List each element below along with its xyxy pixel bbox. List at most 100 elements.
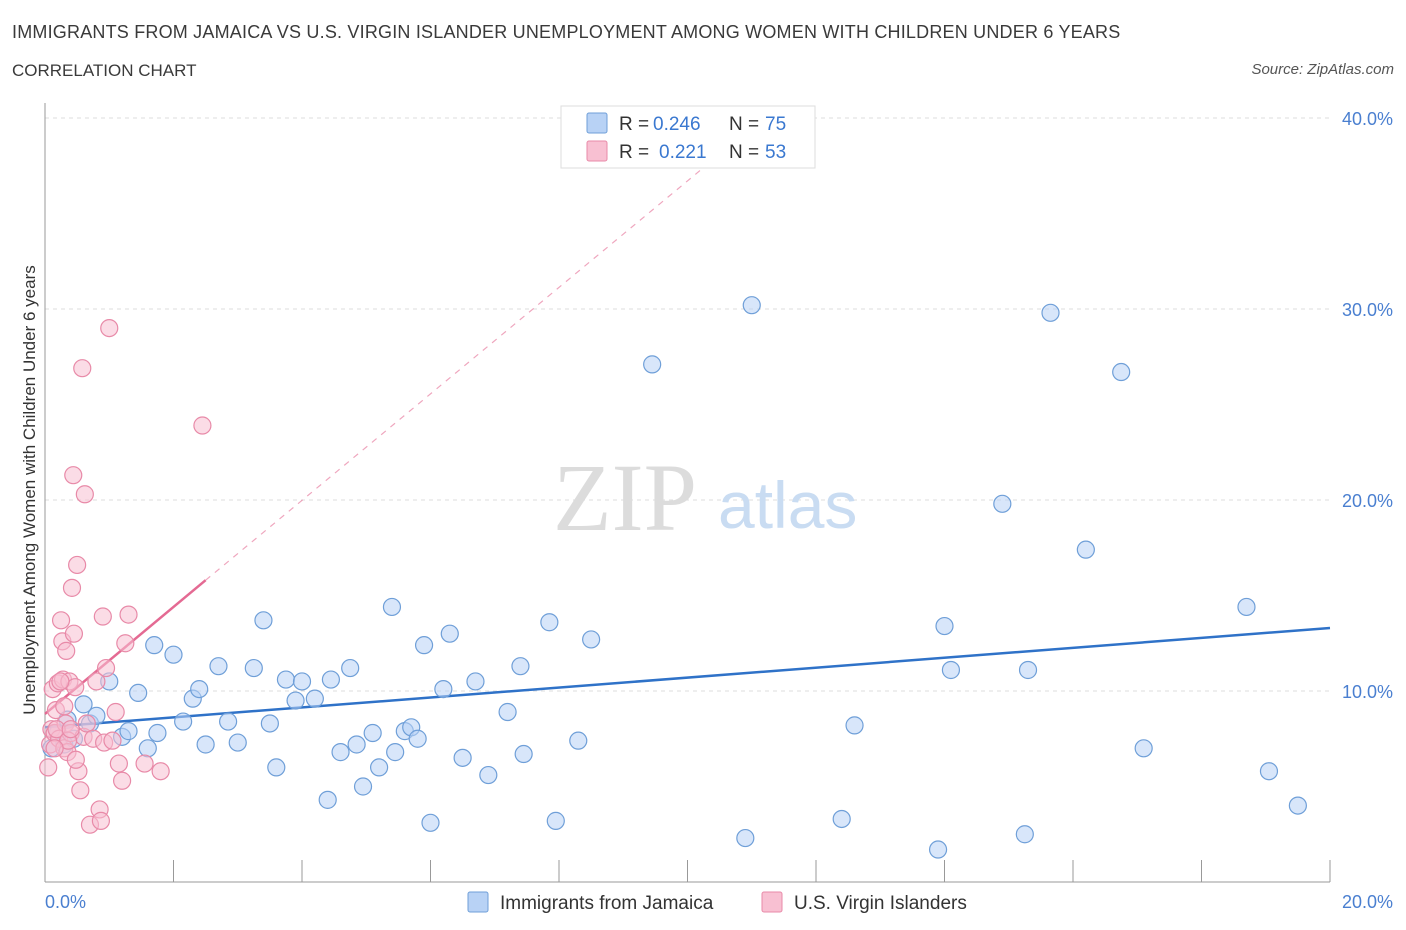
jamaica-point-69 xyxy=(1041,303,1060,322)
chart-subtitle: CORRELATION CHART xyxy=(12,61,197,80)
jamaica-point-43 xyxy=(408,729,427,748)
jamaica-point-35 xyxy=(347,735,366,754)
jamaica-point-25 xyxy=(260,714,279,733)
jamaica-point-58 xyxy=(643,355,662,374)
jamaica-point-66 xyxy=(993,494,1012,513)
jamaica-point-31 xyxy=(318,790,337,809)
legend-swatch-blue xyxy=(586,112,608,134)
virgin-islanders-point-33 xyxy=(93,607,112,626)
virgin-islanders-point-43 xyxy=(135,754,154,773)
data-points xyxy=(39,296,1307,859)
virgin-islanders-point-40 xyxy=(112,771,132,790)
jamaica-trend-line xyxy=(44,626,1331,729)
y-tick-label-3: 40.0% xyxy=(1342,109,1393,129)
jamaica-point-62 xyxy=(845,716,864,735)
legend-series-label-virgin-islanders: U.S. Virgin Islanders xyxy=(794,893,967,914)
jamaica-point-27 xyxy=(276,670,296,689)
jamaica-point-29 xyxy=(292,672,312,691)
legend-swatch-pink xyxy=(586,140,608,162)
legend-r-label-2: R = xyxy=(619,142,649,163)
jamaica-point-61 xyxy=(832,809,851,829)
jamaica-point-46 xyxy=(434,679,453,699)
legend-r-label-1: R = xyxy=(619,114,649,135)
jamaica-point-49 xyxy=(466,672,485,691)
virgin-islanders-point-27 xyxy=(77,714,96,733)
jamaica-point-70 xyxy=(1076,540,1095,559)
jamaica-point-18 xyxy=(190,679,209,699)
x-tick-labels: 0.0% 20.0% xyxy=(45,892,1393,912)
x-tick-label-1: 20.0% xyxy=(1342,892,1393,912)
y-axis-title: Unemployment Among Women with Children U… xyxy=(20,265,39,714)
virgin-islanders-point-0 xyxy=(39,758,58,777)
legend-series: Immigrants from Jamaica U.S. Virgin Isla… xyxy=(467,891,967,914)
trend-lines xyxy=(44,153,1331,729)
jamaica-point-37 xyxy=(363,723,382,743)
jamaica-point-44 xyxy=(414,636,434,655)
jamaica-point-52 xyxy=(511,657,530,676)
jamaica-point-38 xyxy=(370,758,389,777)
virgin-islanders-point-51 xyxy=(55,697,74,716)
jamaica-point-51 xyxy=(498,702,517,722)
jamaica-point-63 xyxy=(928,840,948,859)
jamaica-point-23 xyxy=(244,658,263,678)
jamaica-point-45 xyxy=(421,813,440,832)
virgin-islanders-point-23 xyxy=(71,781,90,800)
virgin-islanders-point-38 xyxy=(106,702,125,722)
virgin-islanders-point-32 xyxy=(91,811,110,830)
jamaica-point-48 xyxy=(453,748,472,767)
jamaica-point-60 xyxy=(742,296,761,315)
jamaica-point-47 xyxy=(440,624,459,643)
chart-title: IMMIGRANTS FROM JAMAICA VS U.S. VIRGIN I… xyxy=(12,22,1121,42)
virgin-islanders-point-50 xyxy=(45,739,64,758)
source-label: Source: ZipAtlas.com xyxy=(1251,61,1394,78)
virgin-islanders-point-17 xyxy=(62,578,82,597)
virgin-islanders-point-21 xyxy=(68,555,87,575)
watermark: ZIP atlas xyxy=(553,444,857,551)
jamaica-point-34 xyxy=(341,658,360,678)
virgin-islanders-point-47 xyxy=(51,672,70,691)
jamaica-point-32 xyxy=(321,670,341,689)
jamaica-point-15 xyxy=(164,645,183,664)
jamaica-point-16 xyxy=(174,712,193,731)
virgin-islanders-point-24 xyxy=(73,359,92,378)
jamaica-point-40 xyxy=(386,743,405,762)
jamaica-point-22 xyxy=(228,733,247,752)
y-tick-label-1: 20.0% xyxy=(1342,491,1393,511)
legend-series-swatch-virgin-islanders xyxy=(761,891,783,913)
jamaica-point-72 xyxy=(1134,739,1153,758)
watermark-atlas: atlas xyxy=(718,468,857,542)
virgin-islanders-point-39 xyxy=(109,754,128,773)
virgin-islanders-point-44 xyxy=(151,762,170,781)
jamaica-point-75 xyxy=(1259,762,1279,781)
jamaica-point-65 xyxy=(941,660,961,680)
legend-r-value-1: 0.246 xyxy=(653,114,701,135)
virgin-islanders-point-35 xyxy=(96,658,116,678)
y-tick-label-0: 10.0% xyxy=(1342,682,1393,702)
legend-series-label-jamaica: Immigrants from Jamaica xyxy=(500,893,714,914)
jamaica-point-33 xyxy=(331,743,350,762)
jamaica-point-26 xyxy=(267,758,286,777)
legend-series-swatch-jamaica xyxy=(467,891,489,913)
jamaica-point-24 xyxy=(254,611,273,630)
x-tick-label-0: 0.0% xyxy=(45,892,86,912)
virgin-islanders-point-26 xyxy=(75,485,94,504)
virgin-islanders-point-30 xyxy=(87,672,106,691)
jamaica-point-11 xyxy=(129,683,148,703)
jamaica-point-54 xyxy=(540,613,559,632)
virgin-islanders-point-42 xyxy=(119,605,138,624)
jamaica-point-21 xyxy=(219,712,238,731)
virgin-islanders-point-13 xyxy=(57,641,76,660)
jamaica-point-20 xyxy=(209,657,228,676)
legend-n-label-1: N = xyxy=(729,114,759,135)
jamaica-point-56 xyxy=(569,731,588,750)
legend-stats: R = 0.246 N = 75 R = 0.221 N = 53 xyxy=(560,105,816,169)
jamaica-point-59 xyxy=(736,828,755,848)
jamaica-point-53 xyxy=(514,744,533,764)
y-tick-labels: 10.0% 20.0% 30.0% 40.0% xyxy=(1342,109,1393,702)
jamaica-point-36 xyxy=(353,777,373,796)
virgin-islanders-point-37 xyxy=(103,731,122,750)
legend-n-label-2: N = xyxy=(729,142,759,163)
legend-n-value-2: 53 xyxy=(765,142,786,163)
jamaica-point-30 xyxy=(305,689,324,708)
